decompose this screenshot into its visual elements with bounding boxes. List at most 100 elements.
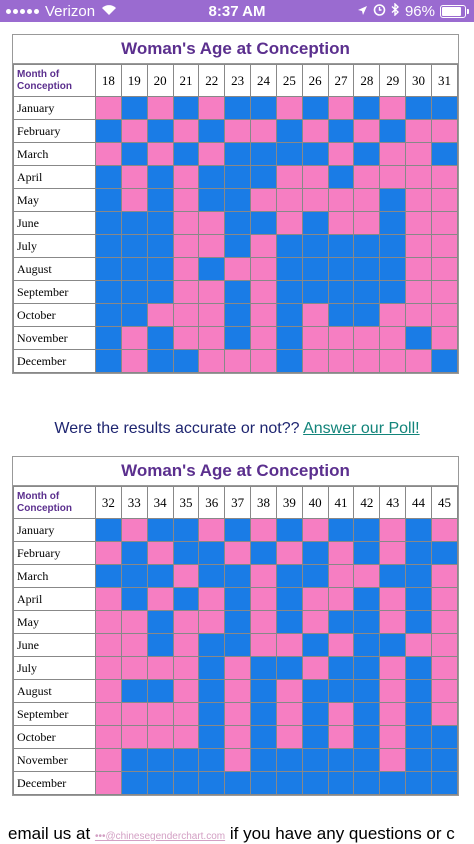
- girl-cell: [250, 257, 277, 281]
- month-label: May: [13, 188, 96, 212]
- girl-cell: [430, 564, 459, 588]
- girl-cell: [301, 349, 329, 373]
- boy-cell: [275, 587, 303, 611]
- girl-cell: [379, 142, 407, 166]
- boy-cell: [275, 142, 303, 166]
- girl-cell: [405, 349, 432, 373]
- girl-cell: [275, 165, 303, 189]
- month-label: July: [13, 234, 96, 258]
- month-label: January: [13, 518, 96, 542]
- boy-cell: [430, 96, 459, 120]
- table-row: July: [13, 234, 459, 258]
- age-header: 36: [198, 486, 226, 519]
- boy-cell: [172, 587, 200, 611]
- boy-cell: [172, 771, 200, 795]
- boy-cell: [353, 587, 381, 611]
- table-row: November: [13, 748, 459, 772]
- boy-cell: [198, 656, 226, 680]
- girl-cell: [198, 349, 226, 373]
- month-label: April: [13, 165, 96, 189]
- boy-cell: [224, 771, 252, 795]
- girl-cell: [430, 326, 459, 350]
- age-header: 24: [250, 64, 277, 97]
- age-header: 23: [224, 64, 252, 97]
- boy-cell: [198, 748, 226, 772]
- boy-cell: [301, 633, 329, 657]
- age-header: 35: [172, 486, 200, 519]
- boy-cell: [224, 165, 252, 189]
- footer-suffix: if you have any questions or c: [229, 824, 455, 843]
- girl-cell: [405, 142, 432, 166]
- boy-cell: [198, 564, 226, 588]
- girl-cell: [224, 119, 252, 143]
- boy-cell: [250, 142, 277, 166]
- table-row: April: [13, 587, 459, 611]
- girl-cell: [301, 518, 329, 542]
- boy-cell: [95, 165, 122, 189]
- girl-cell: [146, 587, 174, 611]
- age-header: 34: [146, 486, 174, 519]
- girl-cell: [172, 303, 200, 327]
- girl-cell: [379, 702, 407, 726]
- table-row: June: [13, 633, 459, 657]
- email-link[interactable]: •••@chinesegenderchart.com: [94, 831, 226, 842]
- boy-cell: [250, 679, 277, 703]
- boy-cell: [353, 303, 381, 327]
- girl-cell: [146, 303, 174, 327]
- girl-cell: [327, 541, 355, 565]
- boy-cell: [275, 326, 303, 350]
- month-label: February: [13, 119, 96, 143]
- boy-cell: [301, 564, 329, 588]
- girl-cell: [172, 702, 200, 726]
- age-header-row: Month of Conception 18 19 20 21 22 23 24…: [13, 64, 459, 97]
- girl-cell: [353, 211, 381, 235]
- boy-cell: [405, 564, 432, 588]
- answer-poll-link[interactable]: Answer our Poll!: [303, 420, 420, 437]
- girl-cell: [250, 119, 277, 143]
- month-label: December: [13, 771, 96, 795]
- table-row: February: [13, 541, 459, 565]
- girl-cell: [250, 234, 277, 258]
- girl-cell: [198, 303, 226, 327]
- battery-icon: [440, 5, 469, 18]
- boy-cell: [301, 142, 329, 166]
- girl-cell: [95, 96, 122, 120]
- boy-cell: [146, 748, 174, 772]
- boy-cell: [379, 188, 407, 212]
- boy-cell: [198, 119, 226, 143]
- boy-cell: [379, 119, 407, 143]
- age-header: 22: [198, 64, 226, 97]
- boy-cell: [327, 119, 355, 143]
- boy-cell: [146, 326, 174, 350]
- girl-cell: [198, 326, 226, 350]
- girl-cell: [95, 771, 122, 795]
- boy-cell: [95, 326, 122, 350]
- boy-cell: [430, 748, 459, 772]
- girl-cell: [172, 188, 200, 212]
- girl-cell: [327, 211, 355, 235]
- girl-cell: [405, 303, 432, 327]
- boy-cell: [250, 725, 277, 749]
- girl-cell: [275, 188, 303, 212]
- girl-cell: [95, 541, 122, 565]
- boy-cell: [95, 188, 122, 212]
- boy-cell: [379, 564, 407, 588]
- boy-cell: [405, 679, 432, 703]
- girl-cell: [172, 725, 200, 749]
- girl-cell: [120, 349, 148, 373]
- month-label: December: [13, 349, 96, 373]
- girl-cell: [430, 188, 459, 212]
- girl-cell: [120, 326, 148, 350]
- boy-cell: [353, 257, 381, 281]
- boy-cell: [224, 518, 252, 542]
- boy-cell: [146, 610, 174, 634]
- boy-cell: [301, 771, 329, 795]
- boy-cell: [301, 211, 329, 235]
- girl-cell: [172, 280, 200, 304]
- boy-cell: [275, 234, 303, 258]
- table-row: October: [13, 303, 459, 327]
- girl-cell: [120, 518, 148, 542]
- girl-cell: [353, 165, 381, 189]
- boy-cell: [405, 656, 432, 680]
- girl-cell: [198, 587, 226, 611]
